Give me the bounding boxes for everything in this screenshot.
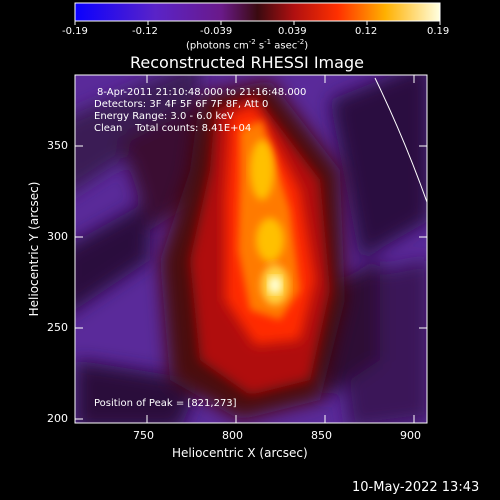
x-tick-label: 800 xyxy=(222,429,243,442)
colorbar-tick-label: 0.19 xyxy=(427,26,450,37)
timestamp: 10-May-2022 13:43 xyxy=(352,480,480,495)
y-tick-label: 250 xyxy=(47,321,68,334)
x-axis-label: Heliocentric X (arcsec) xyxy=(172,446,308,460)
colorbar-tick-label: -0.19 xyxy=(62,26,88,37)
x-tick-label: 750 xyxy=(133,429,154,442)
x-tick-label: 900 xyxy=(400,429,421,442)
colorbar-tick-label: -0.12 xyxy=(132,26,158,37)
info-time-range: 8-Apr-2011 21:10:48.000 to 21:16:48.000 xyxy=(97,87,307,98)
colorbar xyxy=(74,2,441,25)
y-axis-label: Heliocentric Y (arcsec) xyxy=(27,181,41,317)
y-tick-label: 200 xyxy=(47,412,68,425)
info-clean-counts: Clean Total counts: 8.41E+04 xyxy=(94,123,252,134)
colorbar-tick-label: -0.039 xyxy=(200,26,233,37)
y-tick-label: 350 xyxy=(47,139,68,152)
plot-title: Reconstructed RHESSI Image xyxy=(130,53,364,72)
colorbar-units: (photons cm-2 s-1 asec-2) xyxy=(186,38,309,52)
colorbar-tick-label: 0.12 xyxy=(355,26,378,37)
peak-position: Position of Peak = [821,273] xyxy=(94,398,237,409)
info-energy-range: Energy Range: 3.0 - 6.0 keV xyxy=(94,111,234,122)
colorbar-tick-label: 0.039 xyxy=(278,26,307,37)
info-detectors: Detectors: 3F 4F 5F 6F 7F 8F, Att 0 xyxy=(94,99,269,110)
y-tick-label: 300 xyxy=(47,230,68,243)
x-tick-label: 850 xyxy=(311,429,332,442)
